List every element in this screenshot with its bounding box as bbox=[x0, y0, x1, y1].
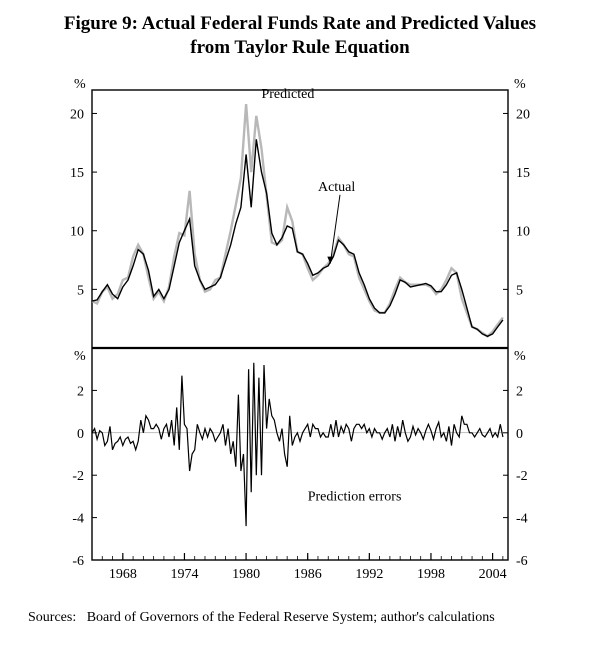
sources: Sources: Board of Governors of the Feder… bbox=[28, 610, 572, 626]
svg-text:%: % bbox=[514, 77, 526, 92]
figure-9: Figure 9: Actual Federal Funds Rate and … bbox=[0, 0, 600, 626]
svg-text:1992: 1992 bbox=[355, 567, 383, 582]
sources-prefix: Sources: bbox=[28, 610, 76, 625]
svg-text:Predicted: Predicted bbox=[261, 87, 314, 102]
svg-text:1974: 1974 bbox=[170, 567, 198, 582]
svg-text:1998: 1998 bbox=[417, 567, 445, 582]
figure-title: Figure 9: Actual Federal Funds Rate and … bbox=[20, 12, 580, 60]
svg-text:1968: 1968 bbox=[109, 567, 137, 582]
svg-text:5: 5 bbox=[516, 283, 523, 298]
svg-text:%: % bbox=[74, 77, 86, 92]
svg-text:2: 2 bbox=[77, 384, 84, 399]
svg-text:5: 5 bbox=[77, 283, 84, 298]
chart-svg: 5 5 10 10 15 15 20 20 -6 -6 -4 -4 -2 -2 0 0 2 2%%%% 1968 19… bbox=[40, 70, 560, 600]
svg-text:-2: -2 bbox=[516, 469, 528, 484]
svg-text:2004: 2004 bbox=[479, 567, 507, 582]
svg-text:1986: 1986 bbox=[294, 567, 322, 582]
svg-text:10: 10 bbox=[70, 224, 84, 239]
chart-area: 5 5 10 10 15 15 20 20 -6 -6 -4 -4 -2 -2 0 0 2 2%%%% 1968 19… bbox=[40, 70, 560, 600]
svg-text:%: % bbox=[74, 349, 86, 364]
sources-text: Board of Governors of the Federal Reserv… bbox=[87, 610, 495, 625]
svg-text:-6: -6 bbox=[72, 554, 84, 569]
svg-text:-4: -4 bbox=[516, 511, 528, 526]
svg-text:15: 15 bbox=[70, 166, 84, 181]
svg-text:2: 2 bbox=[516, 384, 523, 399]
svg-text:20: 20 bbox=[516, 107, 530, 122]
svg-text:0: 0 bbox=[516, 426, 523, 441]
svg-text:0: 0 bbox=[77, 426, 84, 441]
title-line-2: from Taylor Rule Equation bbox=[190, 37, 409, 58]
svg-text:-4: -4 bbox=[72, 511, 84, 526]
svg-text:Prediction errors: Prediction errors bbox=[308, 489, 402, 504]
svg-text:-6: -6 bbox=[516, 554, 528, 569]
svg-text:15: 15 bbox=[516, 166, 530, 181]
title-line-1: Figure 9: Actual Federal Funds Rate and … bbox=[64, 13, 536, 34]
svg-text:Actual: Actual bbox=[318, 179, 355, 194]
svg-text:-2: -2 bbox=[72, 469, 84, 484]
svg-text:10: 10 bbox=[516, 224, 530, 239]
svg-text:%: % bbox=[514, 349, 526, 364]
svg-text:1980: 1980 bbox=[232, 567, 260, 582]
svg-text:20: 20 bbox=[70, 107, 84, 122]
